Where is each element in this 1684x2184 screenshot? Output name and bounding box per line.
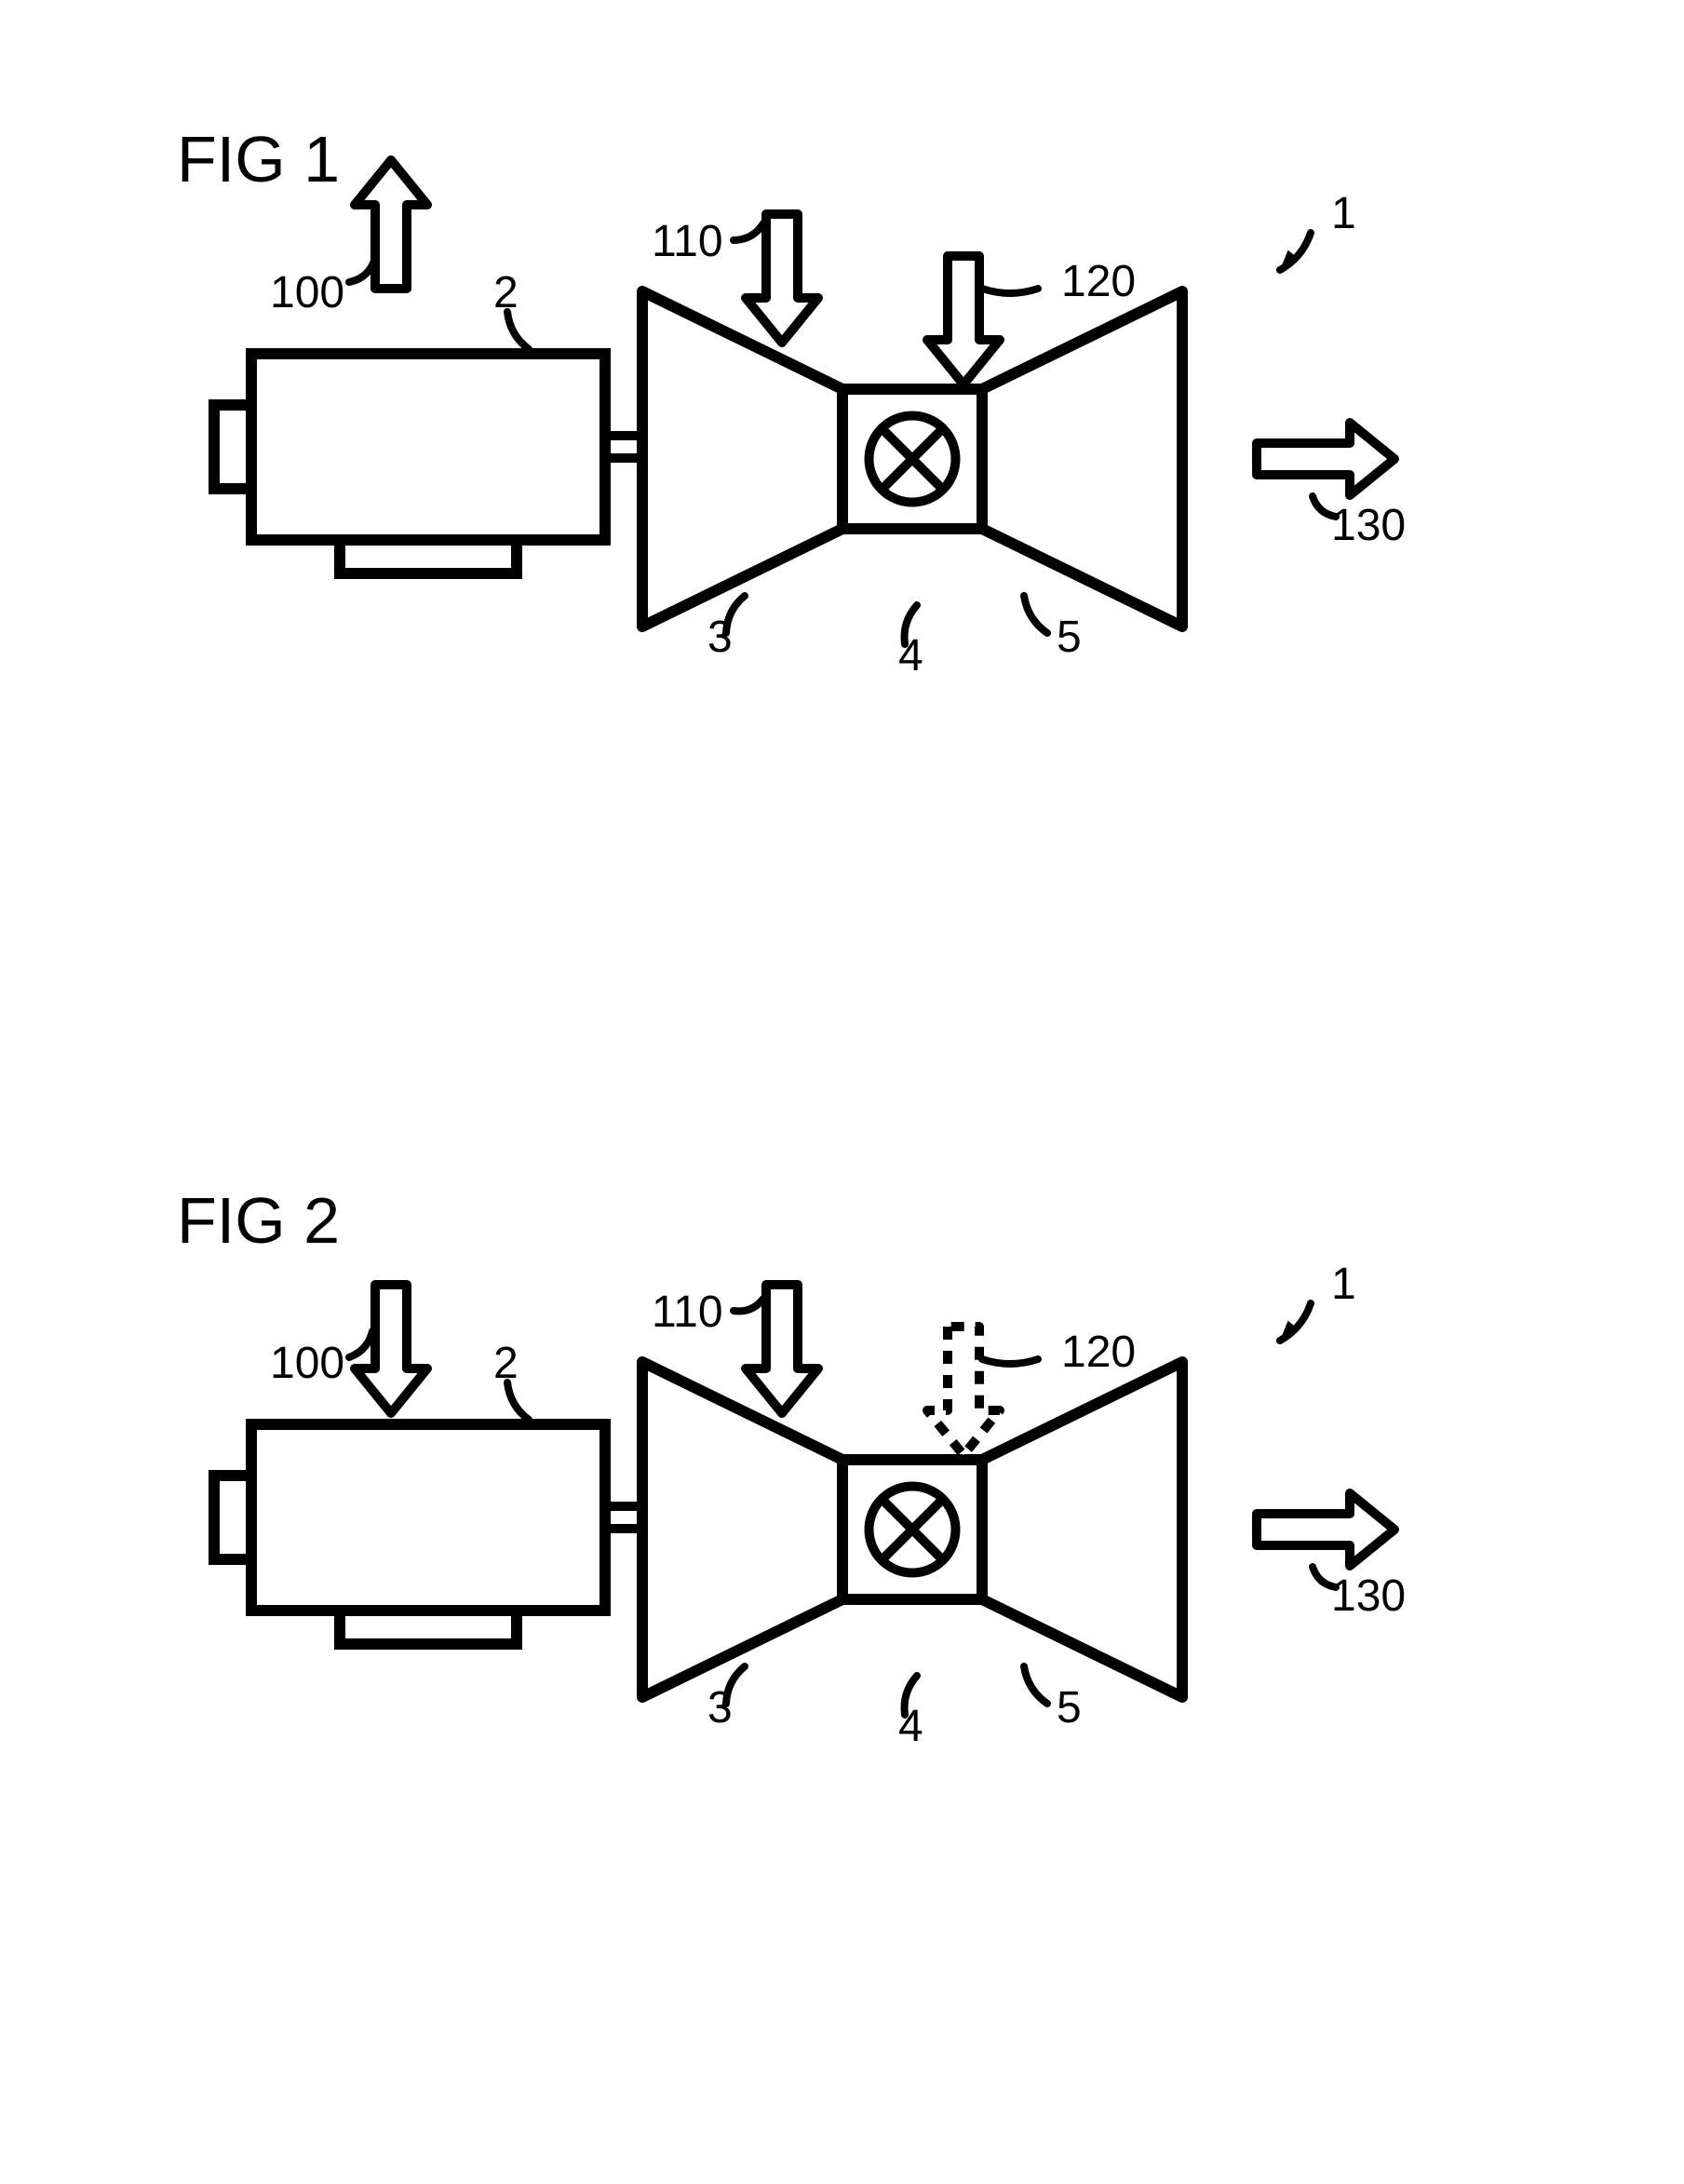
fig2-label-l110: 110 bbox=[652, 1287, 723, 1337]
fig1-label-l110: 110 bbox=[652, 217, 723, 266]
fig2-label-l2: 2 bbox=[493, 1339, 519, 1388]
fig2-label-l100: 100 bbox=[270, 1339, 344, 1388]
fig2-label-l130: 130 bbox=[1331, 1571, 1406, 1621]
fig2-label-l120: 120 bbox=[1061, 1328, 1136, 1377]
fig1-title: FIG 1 bbox=[177, 123, 340, 195]
fig2-label-l3: 3 bbox=[707, 1683, 733, 1732]
fig2-title: FIG 2 bbox=[177, 1184, 340, 1257]
fig1-label-l120: 120 bbox=[1061, 257, 1136, 306]
fig1-label-l1: 1 bbox=[1331, 189, 1356, 238]
fig1-label-l130: 130 bbox=[1331, 501, 1406, 550]
fig1-label-l4: 4 bbox=[898, 631, 923, 681]
fig2-engine bbox=[214, 1424, 670, 1644]
fig1-label-l3: 3 bbox=[707, 613, 733, 662]
fig1-label-l2: 2 bbox=[493, 268, 519, 317]
fig1-engine bbox=[214, 354, 670, 573]
fig2-label-l5: 5 bbox=[1057, 1683, 1082, 1732]
fig2-label-l4: 4 bbox=[898, 1702, 923, 1751]
fig2-label-l1: 1 bbox=[1331, 1260, 1356, 1309]
fig1-label-l100: 100 bbox=[270, 268, 344, 317]
fig1-label-l5: 5 bbox=[1057, 613, 1082, 662]
